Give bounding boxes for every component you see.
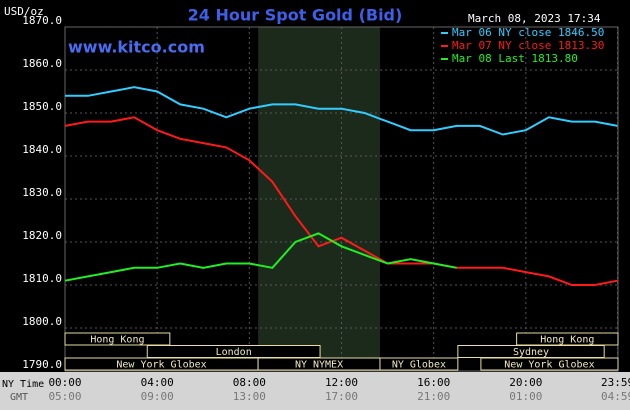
session-label: NY NYMEX <box>295 360 343 371</box>
y-tick-label: 1820.0 <box>22 229 62 242</box>
x-tick-label: 08:00 <box>233 376 266 389</box>
x-tick-label: 20:00 <box>509 376 542 389</box>
session-label: New York Globex <box>116 360 206 371</box>
session-label: New York Globex <box>504 360 594 371</box>
price-line <box>65 86 618 136</box>
session-bar <box>64 332 171 346</box>
chart-title: 24 Hour Spot Gold (Bid) <box>188 6 403 25</box>
legend-label: Mar 08 Last 1813.80 <box>452 52 578 65</box>
x2-tick-label: 17:00 <box>325 390 358 403</box>
plot-frame <box>64 26 619 372</box>
price-line <box>64 232 457 282</box>
y-tick-label: 1830.0 <box>22 186 62 199</box>
session-label: Hong Kong <box>90 335 144 346</box>
axis-strip <box>0 372 630 410</box>
legend-label: Mar 07 NY close 1813.30 <box>452 39 604 52</box>
x2-axis-label: GMT <box>10 392 28 403</box>
x-tick-label: 23:59 <box>601 376 630 389</box>
x2-tick-label: 09:00 <box>141 390 174 403</box>
session-bar <box>480 357 619 371</box>
session-label: Sydney <box>513 347 549 358</box>
x-axis-label: NY Time <box>2 379 44 390</box>
unit-label: USD/oz <box>4 5 44 18</box>
y-tick-label: 1800.0 <box>22 315 62 328</box>
x-tick-label: 12:00 <box>325 376 358 389</box>
session-bar <box>379 357 459 371</box>
session-label: Hong Kong <box>540 335 594 346</box>
x2-tick-label: 01:00 <box>509 390 542 403</box>
y-tick-label: 1790.0 <box>22 358 62 371</box>
session-label: NY Globex <box>392 360 446 371</box>
y-tick-label: 1810.0 <box>22 272 62 285</box>
session-shade <box>258 27 380 371</box>
x-tick-label: 00:00 <box>48 376 81 389</box>
x2-tick-label: 21:00 <box>417 390 450 403</box>
x-tick-label: 04:00 <box>141 376 174 389</box>
x2-tick-label: 04:59 <box>601 390 630 403</box>
watermark: www.kitco.com <box>68 38 205 57</box>
price-line <box>64 116 618 286</box>
x-tick-label: 16:00 <box>417 376 450 389</box>
y-tick-label: 1870.0 <box>22 14 62 27</box>
timestamp: March 08, 2023 17:34 <box>468 12 601 25</box>
legend-label: Mar 06 NY close 1846.50 <box>452 26 604 39</box>
y-tick-label: 1860.0 <box>22 57 62 70</box>
session-label: London <box>216 347 252 358</box>
x2-tick-label: 13:00 <box>233 390 266 403</box>
x2-tick-label: 05:00 <box>48 390 81 403</box>
y-tick-label: 1850.0 <box>22 100 62 113</box>
y-tick-label: 1840.0 <box>22 143 62 156</box>
